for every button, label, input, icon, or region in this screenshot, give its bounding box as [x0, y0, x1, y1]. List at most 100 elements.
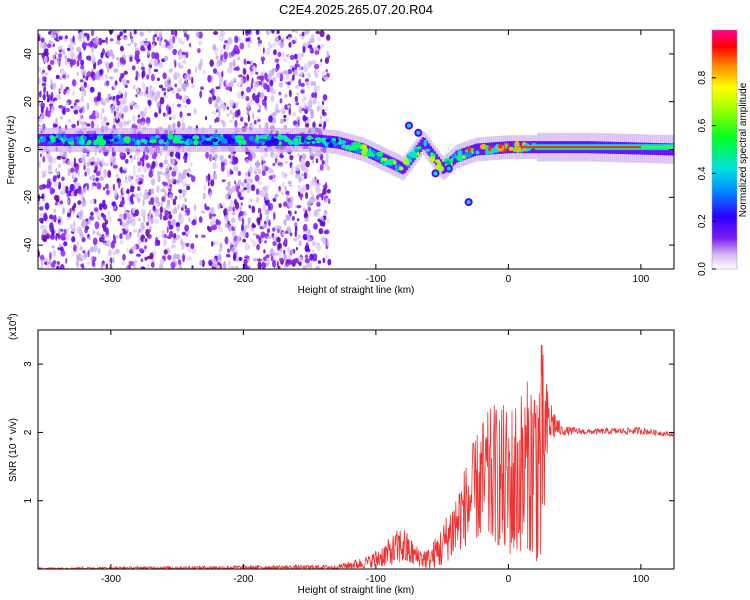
- spectrogram-speckle: [302, 161, 306, 169]
- spectrogram-speckle: [259, 124, 262, 129]
- spectrogram-speckle: [304, 254, 309, 259]
- spectrogram-speckle: [77, 200, 82, 206]
- spectrogram-speckle: [116, 114, 119, 121]
- spectrogram-speckle: [228, 188, 231, 195]
- spectrogram-speckle: [236, 56, 241, 61]
- spectrogram-speckle: [264, 209, 270, 216]
- spectrogram-ridge-blob: [158, 139, 164, 145]
- spectrogram-speckle: [261, 170, 266, 176]
- spectrogram-speckle: [279, 154, 284, 159]
- spectrogram-speckle: [105, 122, 110, 126]
- spectrogram-speckle: [170, 261, 176, 269]
- spectrogram-speckle: [230, 200, 234, 208]
- spectrogram-speckle: [220, 162, 225, 167]
- spectrogram-speckle: [210, 88, 215, 96]
- spectrogram-speckle: [248, 198, 254, 202]
- spectrogram-speckle: [296, 116, 301, 122]
- spectrogram-speckle: [120, 72, 125, 78]
- spectrogram-speckle: [260, 56, 266, 62]
- spectrogram-speckle: [236, 82, 242, 88]
- spectrogram-speckle: [231, 212, 236, 216]
- spectrogram-speckle: [293, 257, 299, 264]
- spectrogram-speckle: [59, 116, 64, 120]
- spectrogram-speckle: [94, 73, 100, 81]
- spectrogram-ridge-blob: [393, 160, 397, 166]
- spectrogram-speckle: [249, 164, 253, 168]
- spectrogram-speckle: [129, 155, 133, 159]
- spectrogram-speckle: [241, 223, 244, 232]
- spectrogram-speckle: [42, 228, 48, 236]
- spectrogram-speckle: [234, 201, 240, 210]
- spectrogram-speckle: [117, 90, 122, 96]
- spectrogram-speckle: [153, 218, 159, 225]
- spectrogram-speckle: [325, 153, 329, 162]
- spectrogram-speckle: [115, 56, 119, 61]
- spectrogram-speckle: [73, 109, 79, 115]
- spectrogram-speckle: [127, 43, 132, 47]
- spectrogram-speckle: [180, 238, 184, 245]
- spectrogram-speckle: [125, 36, 128, 41]
- spectrogram-speckle: [103, 116, 107, 122]
- spectrogram-speckle: [316, 201, 321, 207]
- spectrogram-speckle: [81, 189, 84, 197]
- spectrogram-speckle: [151, 51, 156, 60]
- spectrogram-speckle: [313, 222, 318, 230]
- spectrogram-speckle: [109, 155, 114, 163]
- spectrogram-speckle: [168, 106, 171, 112]
- spectrogram-ridge-blob: [339, 140, 347, 144]
- spectrogram-speckle: [199, 61, 203, 67]
- spectrogram-speckle: [239, 115, 242, 119]
- spectrogram-speckle: [202, 193, 206, 200]
- spectrogram-speckle: [279, 98, 283, 104]
- snr-series-line: [38, 344, 674, 569]
- spectrogram-speckle: [212, 68, 218, 74]
- spectrogram-speckle: [252, 112, 255, 120]
- spectrogram-y-tick-label: -40: [23, 237, 34, 252]
- spectrogram-ridge-blob: [332, 138, 337, 141]
- spectrogram-speckle: [256, 116, 260, 120]
- spectrogram-speckle: [184, 197, 188, 203]
- spectrogram-speckle: [121, 261, 126, 266]
- spectrogram-speckle: [311, 92, 316, 98]
- spectrogram-speckle: [80, 85, 84, 93]
- spectrogram-ridge-blob: [255, 134, 260, 142]
- spectrogram-speckle: [215, 116, 220, 123]
- spectrogram-speckle: [224, 236, 229, 245]
- spectrogram-speckle: [215, 241, 219, 245]
- spectrogram-speckle: [287, 201, 293, 209]
- spectrogram-speckle: [257, 207, 262, 214]
- spectrogram-speckle: [109, 49, 114, 57]
- spectrogram-speckle: [268, 115, 273, 123]
- spectrogram-speckle: [248, 217, 251, 226]
- spectrogram-speckle: [245, 172, 249, 176]
- spectrogram-speckle: [195, 31, 200, 38]
- spectrogram-speckle: [138, 167, 142, 173]
- spectrogram-speckle: [305, 78, 309, 82]
- spectrogram-speckle: [114, 116, 120, 124]
- spectrogram-speckle: [266, 84, 270, 93]
- spectrogram-speckle: [250, 60, 254, 66]
- spectrogram-speckle: [312, 249, 315, 253]
- spectrogram-speckle: [132, 115, 136, 122]
- spectrogram-speckle: [174, 195, 178, 200]
- spectrogram-band-core: [503, 141, 506, 154]
- spectrogram-speckle: [91, 259, 96, 267]
- spectrogram-speckle: [125, 225, 128, 232]
- spectrogram-speckle: [231, 229, 236, 238]
- spectrogram-speckle: [67, 57, 71, 63]
- spectrogram-band-core: [73, 134, 77, 146]
- spectrogram-speckle: [163, 95, 169, 99]
- spectrogram-speckle: [268, 167, 273, 174]
- spectrogram-speckle: [255, 160, 260, 169]
- spectrogram-speckle: [154, 52, 160, 60]
- spectrogram-speckle: [141, 211, 146, 218]
- spectrogram-speckle: [278, 203, 282, 208]
- spectrogram-speckle: [304, 257, 310, 264]
- spectrogram-speckle: [173, 233, 177, 239]
- spectrogram-speckle: [48, 164, 51, 172]
- spectrogram-speckle: [166, 45, 172, 49]
- spectrogram-speckle: [198, 40, 202, 46]
- spectrogram-speckle: [227, 66, 233, 74]
- spectrogram-speckle: [303, 172, 308, 180]
- spectrogram-speckle: [44, 72, 49, 76]
